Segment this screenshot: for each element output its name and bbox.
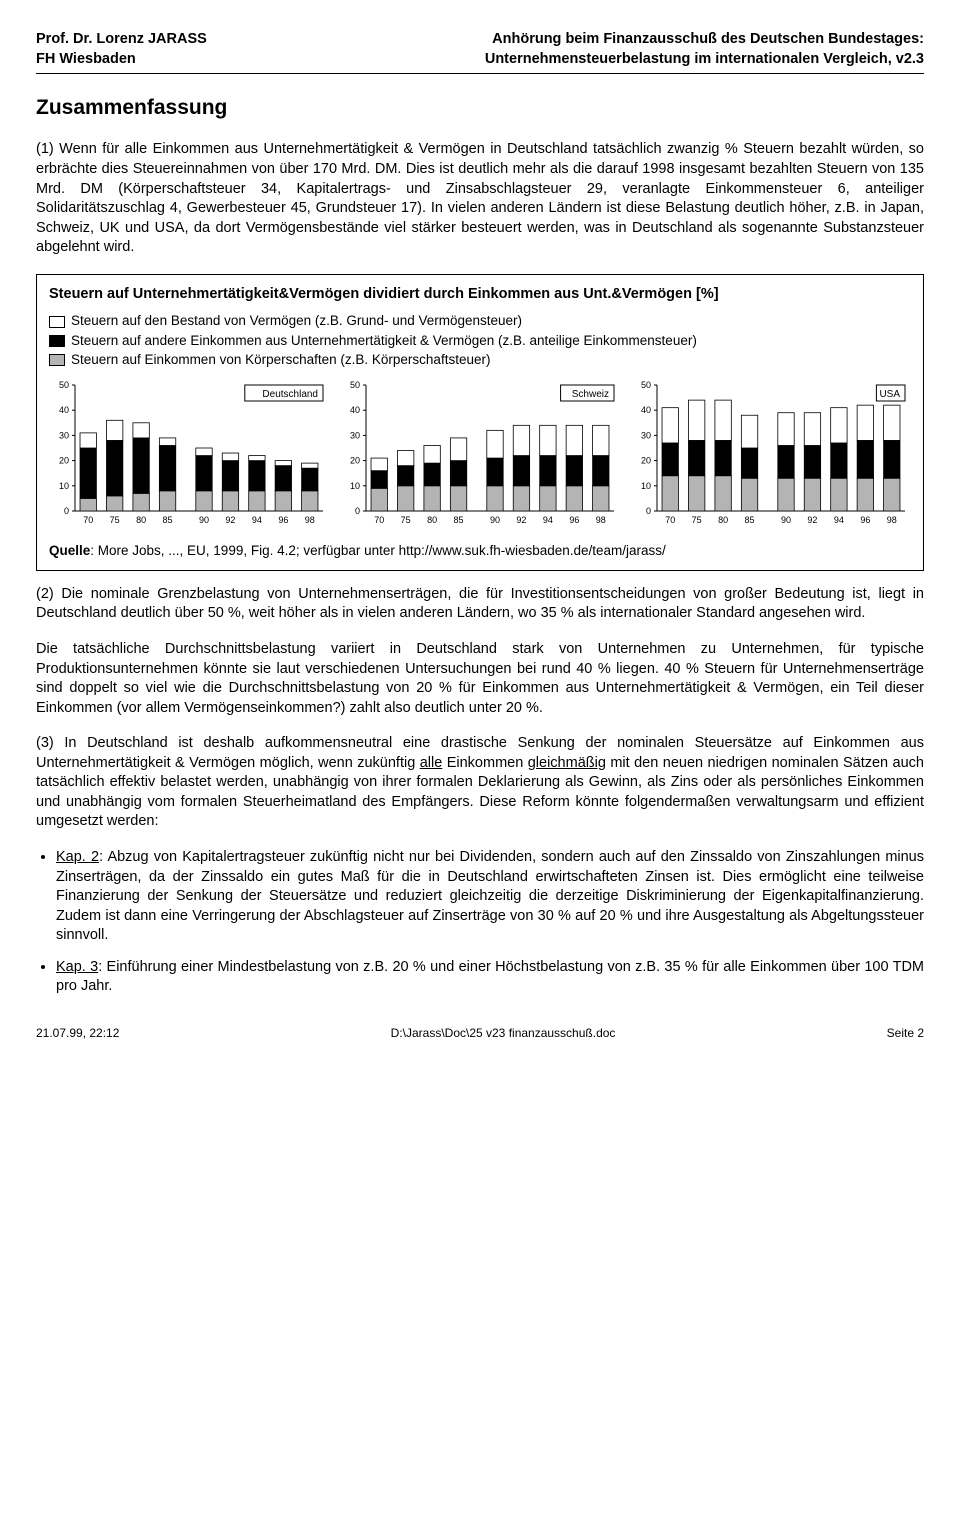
svg-text:10: 10 <box>641 481 651 491</box>
svg-text:0: 0 <box>646 506 651 516</box>
svg-text:50: 50 <box>59 380 69 390</box>
svg-text:80: 80 <box>718 515 728 525</box>
svg-text:70: 70 <box>83 515 93 525</box>
svg-text:0: 0 <box>355 506 360 516</box>
footer-page: Seite 2 <box>887 1025 924 1041</box>
svg-text:94: 94 <box>543 515 553 525</box>
svg-text:90: 90 <box>781 515 791 525</box>
svg-text:75: 75 <box>110 515 120 525</box>
legend-1: Steuern auf andere Einkommen aus Unterne… <box>71 332 697 350</box>
svg-text:96: 96 <box>278 515 288 525</box>
svg-text:70: 70 <box>374 515 384 525</box>
paragraph-3: (3) In Deutschland ist deshalb aufkommen… <box>36 734 924 832</box>
underline-alle: alle <box>420 755 443 771</box>
svg-text:85: 85 <box>454 515 464 525</box>
bar-chart: 0 10 20 30 40 50 70 75 80 85 90 92 94 96 98 Deutschland <box>49 379 329 529</box>
chart-box: Steuern auf Unternehmertätigkeit&Vermöge… <box>36 274 924 571</box>
underline-gleichmaessig: gleichmäßig <box>528 755 606 771</box>
svg-text:10: 10 <box>350 481 360 491</box>
svg-text:20: 20 <box>350 456 360 466</box>
svg-text:75: 75 <box>692 515 702 525</box>
svg-text:USA: USA <box>879 389 900 400</box>
footer-path: D:\Jarass\Doc\25 v23 finanzausschuß.doc <box>391 1025 616 1041</box>
svg-text:70: 70 <box>665 515 675 525</box>
svg-text:30: 30 <box>641 430 651 440</box>
chart-legend: Steuern auf den Bestand von Vermögen (z.… <box>49 312 911 369</box>
svg-text:98: 98 <box>887 515 897 525</box>
svg-text:96: 96 <box>860 515 870 525</box>
svg-text:96: 96 <box>569 515 579 525</box>
svg-text:30: 30 <box>59 430 69 440</box>
svg-text:94: 94 <box>834 515 844 525</box>
paragraph-1: (1) Wenn für alle Einkommen aus Unterneh… <box>36 140 924 257</box>
author-name: Prof. Dr. Lorenz JARASS <box>36 30 207 50</box>
bullet-list: Kap. 2: Abzug von Kapitalertragsteuer zu… <box>36 848 924 997</box>
svg-text:80: 80 <box>136 515 146 525</box>
legend-0: Steuern auf den Bestand von Vermögen (z.… <box>71 312 522 330</box>
footer-date: 21.07.99, 22:12 <box>36 1025 119 1041</box>
svg-text:92: 92 <box>807 515 817 525</box>
svg-text:40: 40 <box>641 405 651 415</box>
svg-text:75: 75 <box>401 515 411 525</box>
section-title: Zusammenfassung <box>36 94 924 122</box>
svg-text:50: 50 <box>641 380 651 390</box>
bullet-1: Kap. 2: Abzug von Kapitalertragsteuer zu… <box>56 848 924 946</box>
swatch-black <box>49 335 65 347</box>
header-rule <box>36 73 924 74</box>
svg-text:50: 50 <box>350 380 360 390</box>
bar-chart: 0 10 20 30 40 50 70 75 80 85 90 92 94 96 98 Schweiz <box>340 379 620 529</box>
svg-text:92: 92 <box>225 515 235 525</box>
svg-text:92: 92 <box>516 515 526 525</box>
svg-text:Schweiz: Schweiz <box>572 389 609 400</box>
page-footer: 21.07.99, 22:12 D:\Jarass\Doc\25 v23 fin… <box>36 1025 924 1041</box>
chart-panel: 0 10 20 30 40 50 70 75 80 85 90 92 94 96 98 USA <box>631 379 911 536</box>
svg-text:85: 85 <box>163 515 173 525</box>
svg-text:85: 85 <box>745 515 755 525</box>
legend-2: Steuern auf Einkommen von Körperschaften… <box>71 351 490 369</box>
paragraph-2b: Die tatsächliche Durchschnittsbelastung … <box>36 640 924 718</box>
svg-text:40: 40 <box>59 405 69 415</box>
swatch-gray <box>49 354 65 366</box>
chart-source: Quelle: More Jobs, ..., EU, 1999, Fig. 4… <box>49 542 911 560</box>
svg-text:98: 98 <box>596 515 606 525</box>
source-text: : More Jobs, ..., EU, 1999, Fig. 4.2; ve… <box>90 543 666 558</box>
bullet-2: Kap. 3: Einführung einer Mindestbelastun… <box>56 958 924 997</box>
svg-text:94: 94 <box>252 515 262 525</box>
paragraph-2a: (2) Die nominale Grenzbelastung von Unte… <box>36 585 924 624</box>
chart-title: Steuern auf Unternehmertätigkeit&Vermöge… <box>49 285 911 305</box>
svg-text:Deutschland: Deutschland <box>262 389 318 400</box>
page-header: Prof. Dr. Lorenz JARASS FH Wiesbaden Anh… <box>36 30 924 69</box>
doc-title-line2: Unternehmensteuerbelastung im internatio… <box>485 50 924 70</box>
svg-text:98: 98 <box>305 515 315 525</box>
svg-text:20: 20 <box>59 456 69 466</box>
svg-text:80: 80 <box>427 515 437 525</box>
svg-text:40: 40 <box>350 405 360 415</box>
svg-text:0: 0 <box>64 506 69 516</box>
svg-text:10: 10 <box>59 481 69 491</box>
svg-text:90: 90 <box>199 515 209 525</box>
bar-chart: 0 10 20 30 40 50 70 75 80 85 90 92 94 96 98 USA <box>631 379 911 529</box>
doc-title-line1: Anhörung beim Finanzausschuß des Deutsch… <box>485 30 924 50</box>
svg-text:90: 90 <box>490 515 500 525</box>
chart-panel: 0 10 20 30 40 50 70 75 80 85 90 92 94 96 98 Schweiz <box>340 379 620 536</box>
svg-text:30: 30 <box>350 430 360 440</box>
source-prefix: Quelle <box>49 543 90 558</box>
swatch-white <box>49 316 65 328</box>
institution: FH Wiesbaden <box>36 50 207 70</box>
svg-text:20: 20 <box>641 456 651 466</box>
chart-panel: 0 10 20 30 40 50 70 75 80 85 90 92 94 96 98 Deutschland <box>49 379 329 536</box>
charts-row: 0 10 20 30 40 50 70 75 80 85 90 92 94 96 98 Deutschland… <box>49 379 911 536</box>
